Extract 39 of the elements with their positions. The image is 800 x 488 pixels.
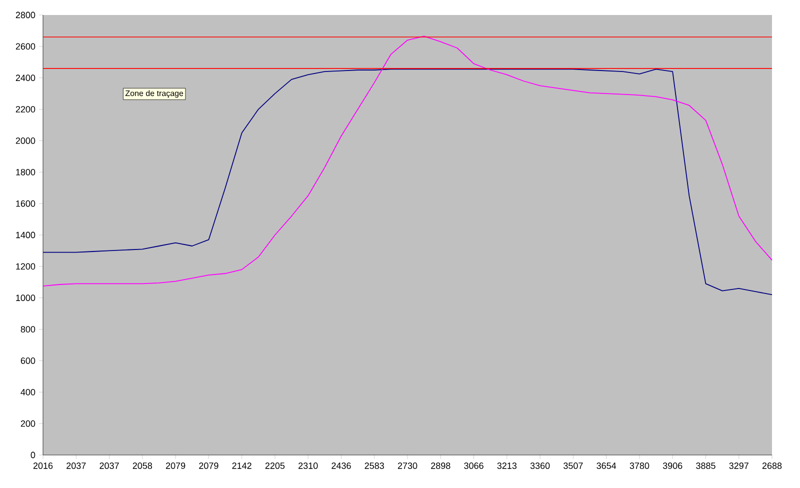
y-tick-label: 1600	[16, 200, 36, 207]
y-tick-label: 1000	[16, 294, 36, 302]
x-tick-label: 3507	[564, 462, 583, 469]
y-tick-label: 2200	[16, 106, 36, 112]
x-tick-label: 2079	[199, 462, 218, 469]
y-tick-label: 400	[20, 388, 36, 396]
x-tick-label: 3906	[662, 462, 682, 469]
x-tick-label: 2898	[431, 462, 450, 469]
y-tick-label: 2600	[16, 43, 36, 50]
x-tick-label: 2142	[232, 462, 252, 469]
y-tick-label: 1800	[16, 168, 36, 176]
y-tick-label: 200	[20, 420, 36, 427]
x-tick-label: 2583	[364, 462, 384, 469]
y-tick-label: 1200	[16, 263, 36, 270]
x-tick-label: 2079	[166, 462, 186, 469]
x-tick-label: 3213	[497, 462, 517, 469]
y-tick-label: 2000	[16, 138, 36, 144]
x-tick-label: 2688	[762, 462, 782, 469]
y-tick-label: 600	[20, 358, 36, 364]
y-tick-label: 0	[30, 452, 36, 458]
x-tick-label: 2037	[100, 462, 119, 469]
y-tick-label: 800	[20, 326, 36, 332]
x-tick-label: 3297	[729, 462, 748, 469]
x-tick-label: 3780	[630, 462, 650, 469]
x-tick-label: 2730	[398, 462, 418, 469]
x-tick-label: 2205	[265, 462, 285, 469]
x-tick-label: 3885	[696, 462, 716, 469]
x-tick-label: 2436	[332, 462, 351, 469]
x-tick-label: 2016	[33, 462, 53, 469]
y-tick-label: 2800	[16, 12, 36, 18]
x-tick-label: 2310	[298, 462, 318, 469]
y-tick-label: 2400	[16, 74, 36, 82]
x-tick-label: 3066	[464, 462, 484, 469]
x-tick-label: 2058	[132, 462, 152, 469]
y-tick-label: 1400	[16, 232, 36, 238]
x-tick-label: 2037	[66, 462, 86, 469]
annotation: Zone de traçage	[125, 90, 184, 98]
x-tick-label: 3360	[530, 462, 550, 469]
x-tick-label: 3654	[596, 462, 616, 469]
